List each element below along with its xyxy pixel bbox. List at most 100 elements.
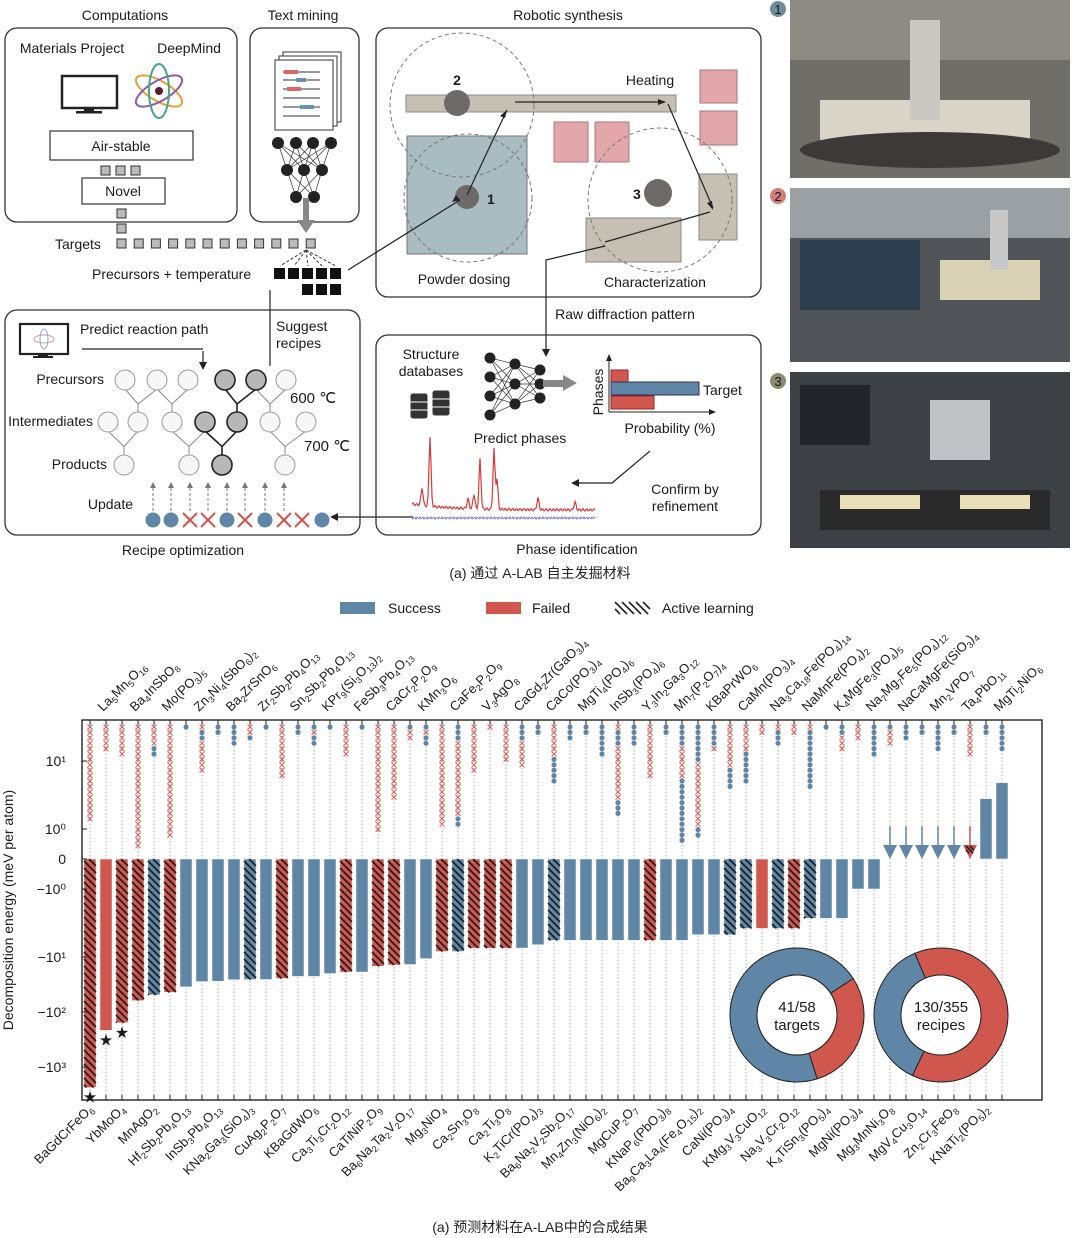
hatch-line: [83, 965, 97, 979]
hatch-line: [131, 958, 145, 972]
tree-node: [178, 454, 200, 476]
target-square: [254, 238, 265, 249]
bar-CuAg2P2O7: [275, 858, 289, 980]
hatch-line: [547, 888, 561, 902]
hatch-line: [803, 909, 813, 919]
hatch-line: [115, 979, 129, 993]
failed-recipe-cross: [87, 810, 93, 817]
formula-part: 4: [528, 1113, 539, 1124]
bar: [179, 858, 193, 988]
formula-part: 6: [269, 663, 280, 674]
bar-CaCr2P2O9: [387, 858, 401, 966]
donut-label: 130/355: [914, 999, 968, 1016]
hatch-line: [131, 986, 145, 1000]
hatch-line: [83, 923, 97, 937]
success-recipe-dot: [551, 773, 557, 779]
hatch-line: [387, 902, 401, 916]
success-recipe-dot: [935, 735, 941, 741]
formula-part: 4: [774, 1155, 785, 1166]
hatch-line: [147, 951, 161, 965]
synthesis-results-chart: Success Failed Active learning ★★ ★ 41/58…: [0, 600, 1046, 1235]
hatch-line: [371, 881, 385, 895]
hatch-line: [451, 937, 465, 951]
hatch-line: [243, 902, 257, 916]
failed-recipe-cross: [695, 767, 701, 774]
hatch-line: [739, 895, 753, 909]
xrd-fit-curve: [411, 437, 596, 513]
target-bar-label: Target: [703, 382, 742, 398]
bar: [563, 858, 577, 941]
failed-recipe-cross: [647, 724, 653, 730]
failed-recipe-cross: [87, 778, 93, 784]
robotic-synthesis-box: [375, 27, 762, 298]
hatch-line: [243, 951, 257, 965]
success-recipe-dot: [695, 751, 701, 757]
hatch-line: [643, 860, 657, 874]
formula-part: 9: [494, 662, 505, 673]
formula-part: 3: [492, 1117, 503, 1128]
bar: [691, 858, 705, 935]
bars: ★★ ★: [83, 782, 1009, 1107]
formula-part: 4: [556, 1150, 567, 1161]
hatch-line: [83, 881, 97, 895]
failed-recipe-cross: [615, 778, 621, 784]
precursor-square: [302, 268, 313, 279]
hatch-line: [131, 916, 145, 930]
success-recipe-dot: [679, 735, 685, 741]
failed-recipe-cross: [135, 772, 141, 779]
failed-recipe-cross: [119, 740, 125, 747]
failed-recipe-cross: [391, 745, 397, 752]
failed-recipe-cross: [519, 740, 525, 747]
failed-recipe-cross: [887, 734, 893, 741]
bar-Y3In2Ga3O12: [643, 858, 657, 941]
success-recipe-dot: [871, 740, 877, 746]
success-recipe-dot: [871, 729, 877, 736]
success-recipe-dot: [551, 756, 557, 763]
bar-Ca3Ti3Cr2O12: [339, 858, 353, 973]
hatch-line: [83, 1014, 97, 1028]
formula-part: 3: [490, 699, 501, 710]
nn-node: [316, 164, 328, 176]
hatch-line: [552, 858, 561, 867]
failed-recipe-cross: [391, 794, 397, 801]
station-2-number: 2: [453, 72, 461, 88]
hatch-line: [147, 944, 161, 958]
formula-part: 2: [268, 1117, 279, 1128]
hatch-line: [803, 888, 817, 902]
hatch-line: [643, 867, 657, 881]
hatch-line: [83, 979, 97, 993]
hatch-line: [739, 909, 753, 923]
success-recipe-dot: [311, 735, 317, 741]
failed-recipe-cross: [167, 821, 173, 828]
hatch-line: [371, 951, 385, 965]
failed-recipe-cross: [135, 724, 141, 730]
hatch-line: [339, 951, 353, 965]
hatch-line: [83, 909, 97, 923]
hatch-line: [723, 930, 729, 936]
failed-recipe-cross: [135, 767, 141, 774]
failed-recipe-cross: [423, 729, 429, 736]
target-square: [236, 238, 247, 249]
hatch-line: [371, 860, 385, 874]
nn-edge: [295, 169, 323, 198]
success-recipe-dot: [727, 778, 733, 784]
station-1-number: 1: [487, 191, 495, 207]
bar-BaGdCrFeO6: ★: [83, 858, 97, 1107]
hatch-line: [243, 930, 257, 944]
nn-node: [281, 164, 293, 176]
computations-title: Computations: [82, 7, 168, 23]
hatch-line: [371, 874, 385, 888]
success-dot: [257, 512, 273, 528]
hatch-line: [83, 1042, 97, 1056]
hatch-line: [163, 888, 177, 902]
success-recipe-dot: [295, 729, 301, 736]
hatch-line: [451, 867, 465, 881]
hatch-line: [499, 909, 513, 923]
success-recipe-dot: [919, 724, 925, 730]
success-recipe-dot: [711, 729, 717, 736]
hatch-line: [451, 874, 465, 888]
hatch-line: [83, 874, 97, 888]
failed-recipe-cross: [439, 724, 445, 730]
hatch-line: [547, 902, 561, 916]
hatch-line: [643, 937, 647, 941]
